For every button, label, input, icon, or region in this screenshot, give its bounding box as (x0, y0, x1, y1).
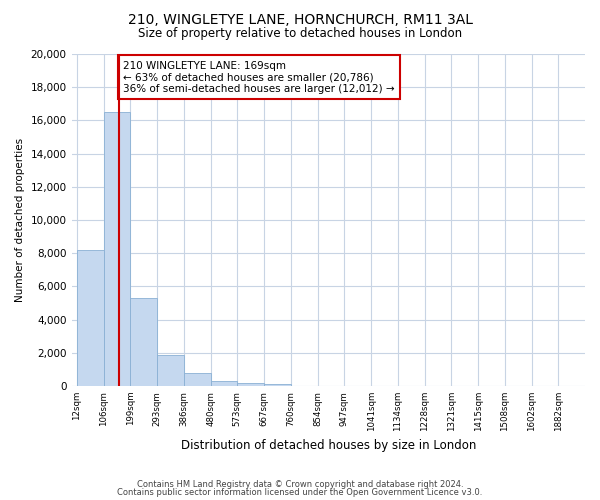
Bar (130, 298, 157, 386)
Text: Contains public sector information licensed under the Open Government Licence v3: Contains public sector information licen… (118, 488, 482, 497)
Bar (157, 355, 184, 386)
Y-axis label: Number of detached properties: Number of detached properties (15, 138, 25, 302)
X-axis label: Distribution of detached houses by size in London: Distribution of detached houses by size … (181, 440, 476, 452)
Bar (238, 383, 264, 386)
Text: Size of property relative to detached houses in London: Size of property relative to detached ho… (138, 28, 462, 40)
Bar (264, 384, 291, 386)
Text: 210 WINGLETYE LANE: 169sqm
← 63% of detached houses are smaller (20,786)
36% of : 210 WINGLETYE LANE: 169sqm ← 63% of deta… (123, 60, 395, 94)
Bar (104, 112, 130, 386)
Text: Contains HM Land Registry data © Crown copyright and database right 2024.: Contains HM Land Registry data © Crown c… (137, 480, 463, 489)
Text: 210, WINGLETYE LANE, HORNCHURCH, RM11 3AL: 210, WINGLETYE LANE, HORNCHURCH, RM11 3A… (128, 12, 473, 26)
Bar (211, 381, 238, 386)
Bar (77, 250, 104, 386)
Bar (184, 374, 211, 386)
